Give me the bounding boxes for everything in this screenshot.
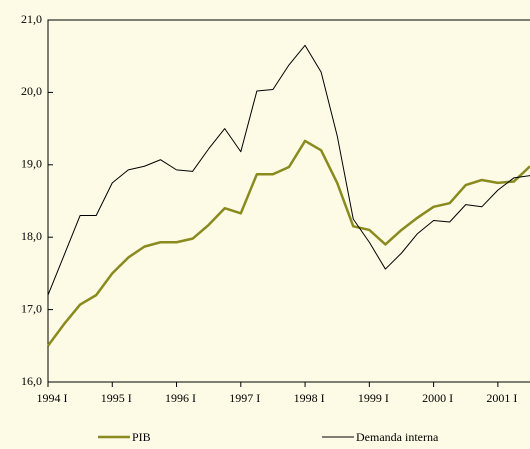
x-tick-label: 2001 I bbox=[486, 391, 517, 405]
plot-area bbox=[47, 19, 530, 383]
x-tick-label: 1994 I bbox=[37, 391, 68, 405]
x-tick-label: 1999 I bbox=[358, 391, 389, 405]
x-tick-label: 1996 I bbox=[165, 391, 196, 405]
x-tick-label: 2000 I bbox=[422, 391, 453, 405]
legend-label: PIB bbox=[132, 430, 151, 444]
y-tick-label: 21,0 bbox=[21, 12, 42, 26]
x-tick-label: 1995 I bbox=[101, 391, 132, 405]
legend-label: Demanda interna bbox=[356, 430, 439, 444]
x-tick-label: 1998 I bbox=[294, 391, 325, 405]
line-series bbox=[47, 44, 530, 296]
y-tick-label: 18,0 bbox=[21, 229, 42, 243]
x-tick-label: 1997 I bbox=[229, 391, 260, 405]
y-tick-label: 20,0 bbox=[21, 84, 42, 98]
y-tick-label: 16,0 bbox=[21, 374, 42, 388]
y-tick-label: 17,0 bbox=[21, 301, 42, 315]
line-series bbox=[46, 139, 530, 347]
y-tick-label: 19,0 bbox=[21, 157, 42, 171]
